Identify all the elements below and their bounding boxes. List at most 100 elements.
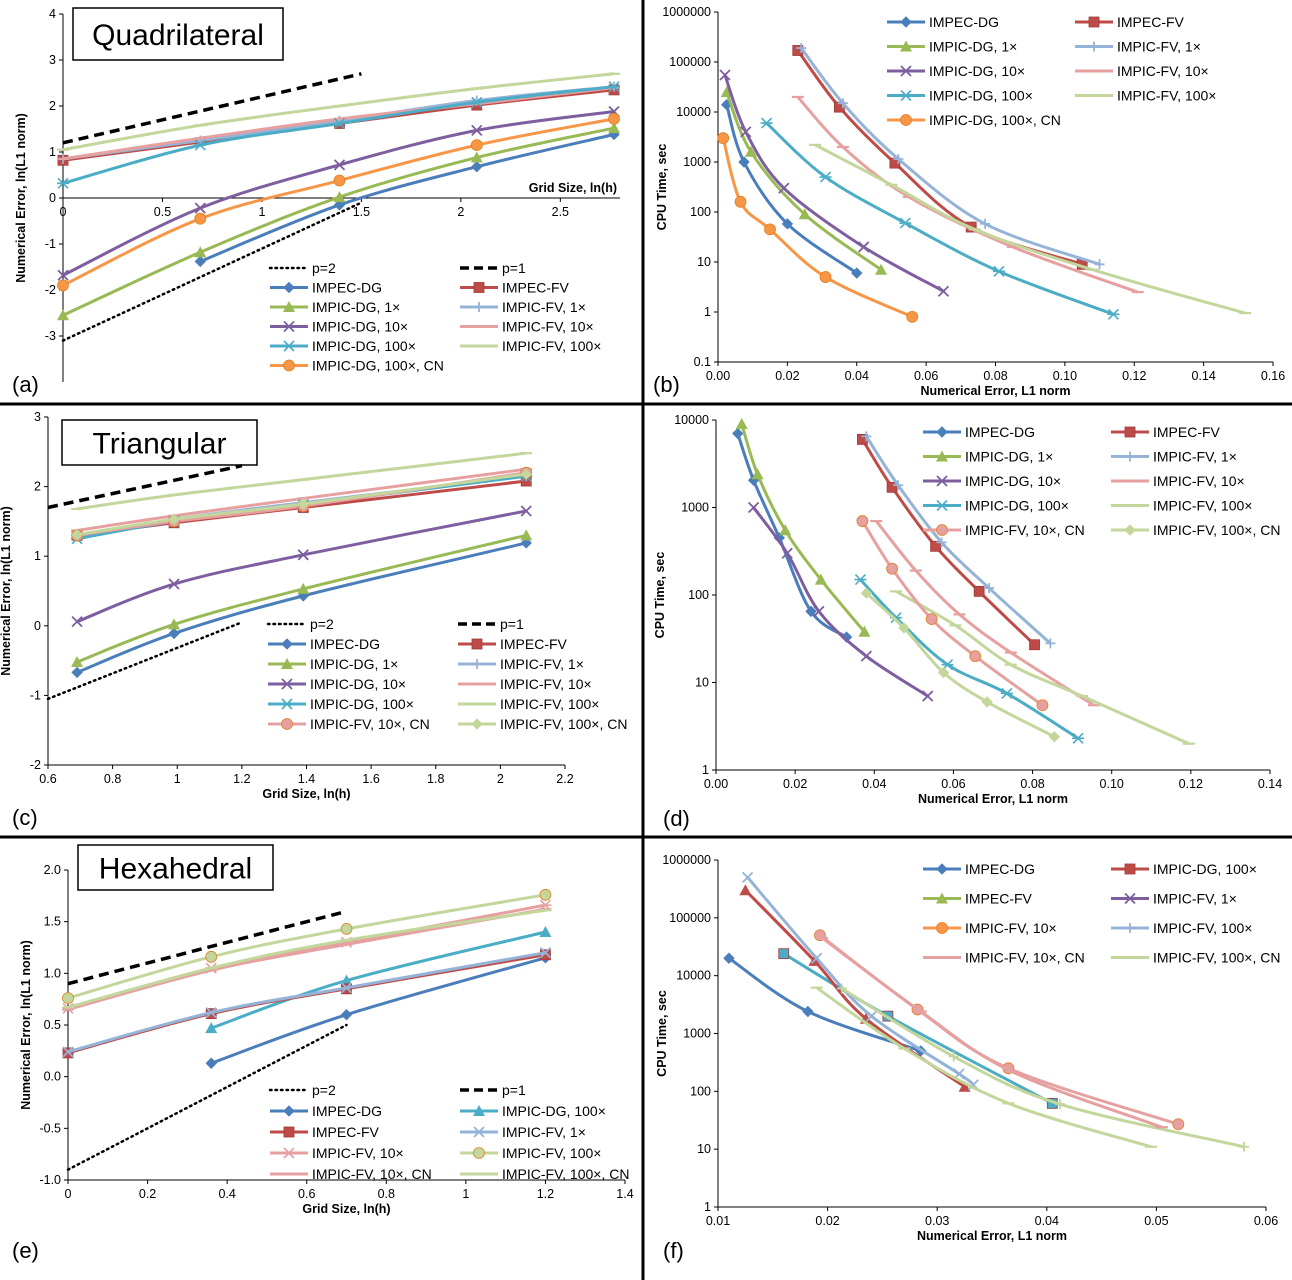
data-point — [205, 1006, 217, 1019]
data-point — [1036, 699, 1049, 712]
data-point — [1239, 1141, 1250, 1152]
legend-entry: IMPIC-FV, 10× — [1111, 473, 1245, 489]
legend-label: IMPIC-DG, 1× — [310, 656, 398, 672]
data-point — [779, 524, 792, 536]
series-impic-dg-100x — [854, 574, 1085, 744]
legend-entry: IMPEC-DG — [923, 861, 1035, 877]
data-point — [936, 475, 948, 487]
data-point — [194, 212, 207, 225]
panels: -3 -2 -1 0 1 2 3 4 0 0.5 1 1.5 2 2.5 Grid Size, ln(h) N… — [0, 5, 1285, 1263]
legend-entry: IMPIC-FV, 100× — [1075, 88, 1216, 104]
legend: IMPEC-DG IMPEC-FV IMPIC-DG, 1× IMPIC-FV, 1×… — [887, 14, 1216, 128]
series-impic-dg-100x — [760, 117, 1120, 320]
data-point — [608, 112, 620, 125]
legend-entry: IMPIC-DG, 1× — [268, 656, 398, 672]
data-point — [283, 1126, 295, 1138]
data-point — [936, 524, 948, 536]
legend-entry: IMPIC-FV, 10×, CN — [923, 950, 1085, 966]
data-point — [520, 505, 532, 517]
x-tick-label: 0.04 — [1035, 1214, 1059, 1228]
legend-entry: IMPIC-FV, 100×, CN — [1111, 950, 1280, 966]
data-point — [922, 690, 934, 702]
x-axis-label: Numerical Error, L1 norm — [917, 1229, 1067, 1243]
y-tick-label: 10 — [695, 676, 709, 690]
data-point — [608, 122, 621, 134]
legend-entry: IMPIC-FV, 100× — [460, 338, 601, 354]
legend-entry: p=2 — [268, 260, 336, 276]
series-line — [67, 908, 546, 1009]
legend-label: IMPIC-FV, 1× — [502, 1124, 586, 1140]
data-point — [1094, 259, 1105, 270]
data-point — [473, 1126, 485, 1138]
y-tick-label: 1 — [702, 763, 709, 777]
data-point — [297, 549, 309, 561]
data-point — [814, 573, 827, 585]
legend-label: IMPIC-DG, 10× — [312, 319, 408, 335]
x-axis-label: Grid Size, ln(h) — [529, 181, 617, 195]
legend-entry: p=1 — [460, 260, 526, 276]
data-point — [741, 871, 754, 884]
data-point — [283, 281, 295, 294]
data-point — [283, 301, 295, 312]
series-line — [841, 987, 1245, 1149]
panel-5: 1 10 100 1000 10000 100000 1000000 0.01 0.02 0.03… — [655, 853, 1280, 1263]
legend-label: IMPIC-DG, 100× — [312, 338, 416, 354]
data-point — [740, 126, 752, 138]
legend-entry: IMPIC-DG, 10× — [268, 676, 406, 692]
legend-label: IMPEC-FV — [965, 891, 1033, 907]
legend-entry: IMPIC-FV, 1× — [1111, 891, 1237, 907]
series-impic-dg-100x-cn — [57, 112, 620, 292]
x-tick-label: 0.08 — [1020, 777, 1044, 791]
reference-line-p2 — [66, 1023, 348, 1171]
y-tick-label: 1.5 — [44, 915, 61, 929]
data-point — [1124, 863, 1136, 875]
data-point — [900, 40, 912, 52]
legend-entry: p=1 — [458, 616, 524, 632]
panel-label: (b) — [653, 372, 680, 397]
data-point — [471, 161, 483, 173]
series-impic-fv-100x-cn — [71, 468, 532, 541]
legend: IMPEC-DG IMPIC-DG, 100× IMPEC-FV IMPIC-FV, … — [923, 861, 1280, 966]
data-point — [851, 267, 863, 279]
legend-entry: IMPIC-FV, 100×, CN — [1111, 522, 1280, 538]
x-tick-label: 1 — [258, 205, 265, 219]
data-point — [984, 583, 995, 594]
y-tick-label: 1 — [49, 145, 56, 159]
x-tick-label: 1.2 — [233, 772, 250, 786]
x-tick-label: 1.4 — [298, 772, 315, 786]
legend-entry: IMPEC-FV — [460, 280, 570, 296]
data-point — [813, 605, 825, 618]
data-point — [735, 418, 748, 430]
data-point — [760, 117, 773, 129]
legend-label: IMPIC-DG, 10× — [310, 676, 406, 692]
data-point — [62, 992, 74, 1005]
data-point — [340, 923, 353, 935]
legend-entry: IMPIC-FV, 1× — [460, 299, 586, 315]
data-point — [837, 98, 848, 109]
data-point — [1125, 451, 1135, 462]
y-axis-label: Numerical Error, ln(L1 norm) — [0, 506, 13, 675]
series-line — [796, 95, 1139, 294]
legend-label: IMPIC-FV, 100× — [500, 696, 599, 712]
reference-line-p1 — [62, 72, 362, 145]
data-point — [340, 974, 353, 986]
y-tick-label: -3 — [45, 329, 56, 343]
legend-entry: IMPIC-FV, 100×, CN — [460, 1166, 629, 1182]
legend-label: IMPIC-DG, 1× — [965, 449, 1053, 465]
series-line — [210, 930, 546, 1030]
data-point — [875, 263, 888, 275]
series-impic-dg-1x — [57, 122, 621, 321]
data-point — [778, 182, 790, 194]
data-point — [340, 982, 353, 994]
series-line — [67, 893, 546, 1000]
data-point — [283, 1147, 295, 1159]
data-point — [474, 302, 484, 312]
panel-title: Quadrilateral — [92, 19, 264, 52]
x-tick-label: 0.02 — [783, 777, 807, 791]
legend-label: IMPIC-FV, 10× — [1117, 63, 1209, 79]
legend-entry: IMPEC-DG — [923, 424, 1035, 440]
legend-label: IMPIC-DG, 100×, CN — [312, 358, 444, 374]
data-point — [1124, 524, 1136, 536]
data-point — [886, 481, 898, 493]
x-tick-label: 0.05 — [1144, 1214, 1168, 1228]
